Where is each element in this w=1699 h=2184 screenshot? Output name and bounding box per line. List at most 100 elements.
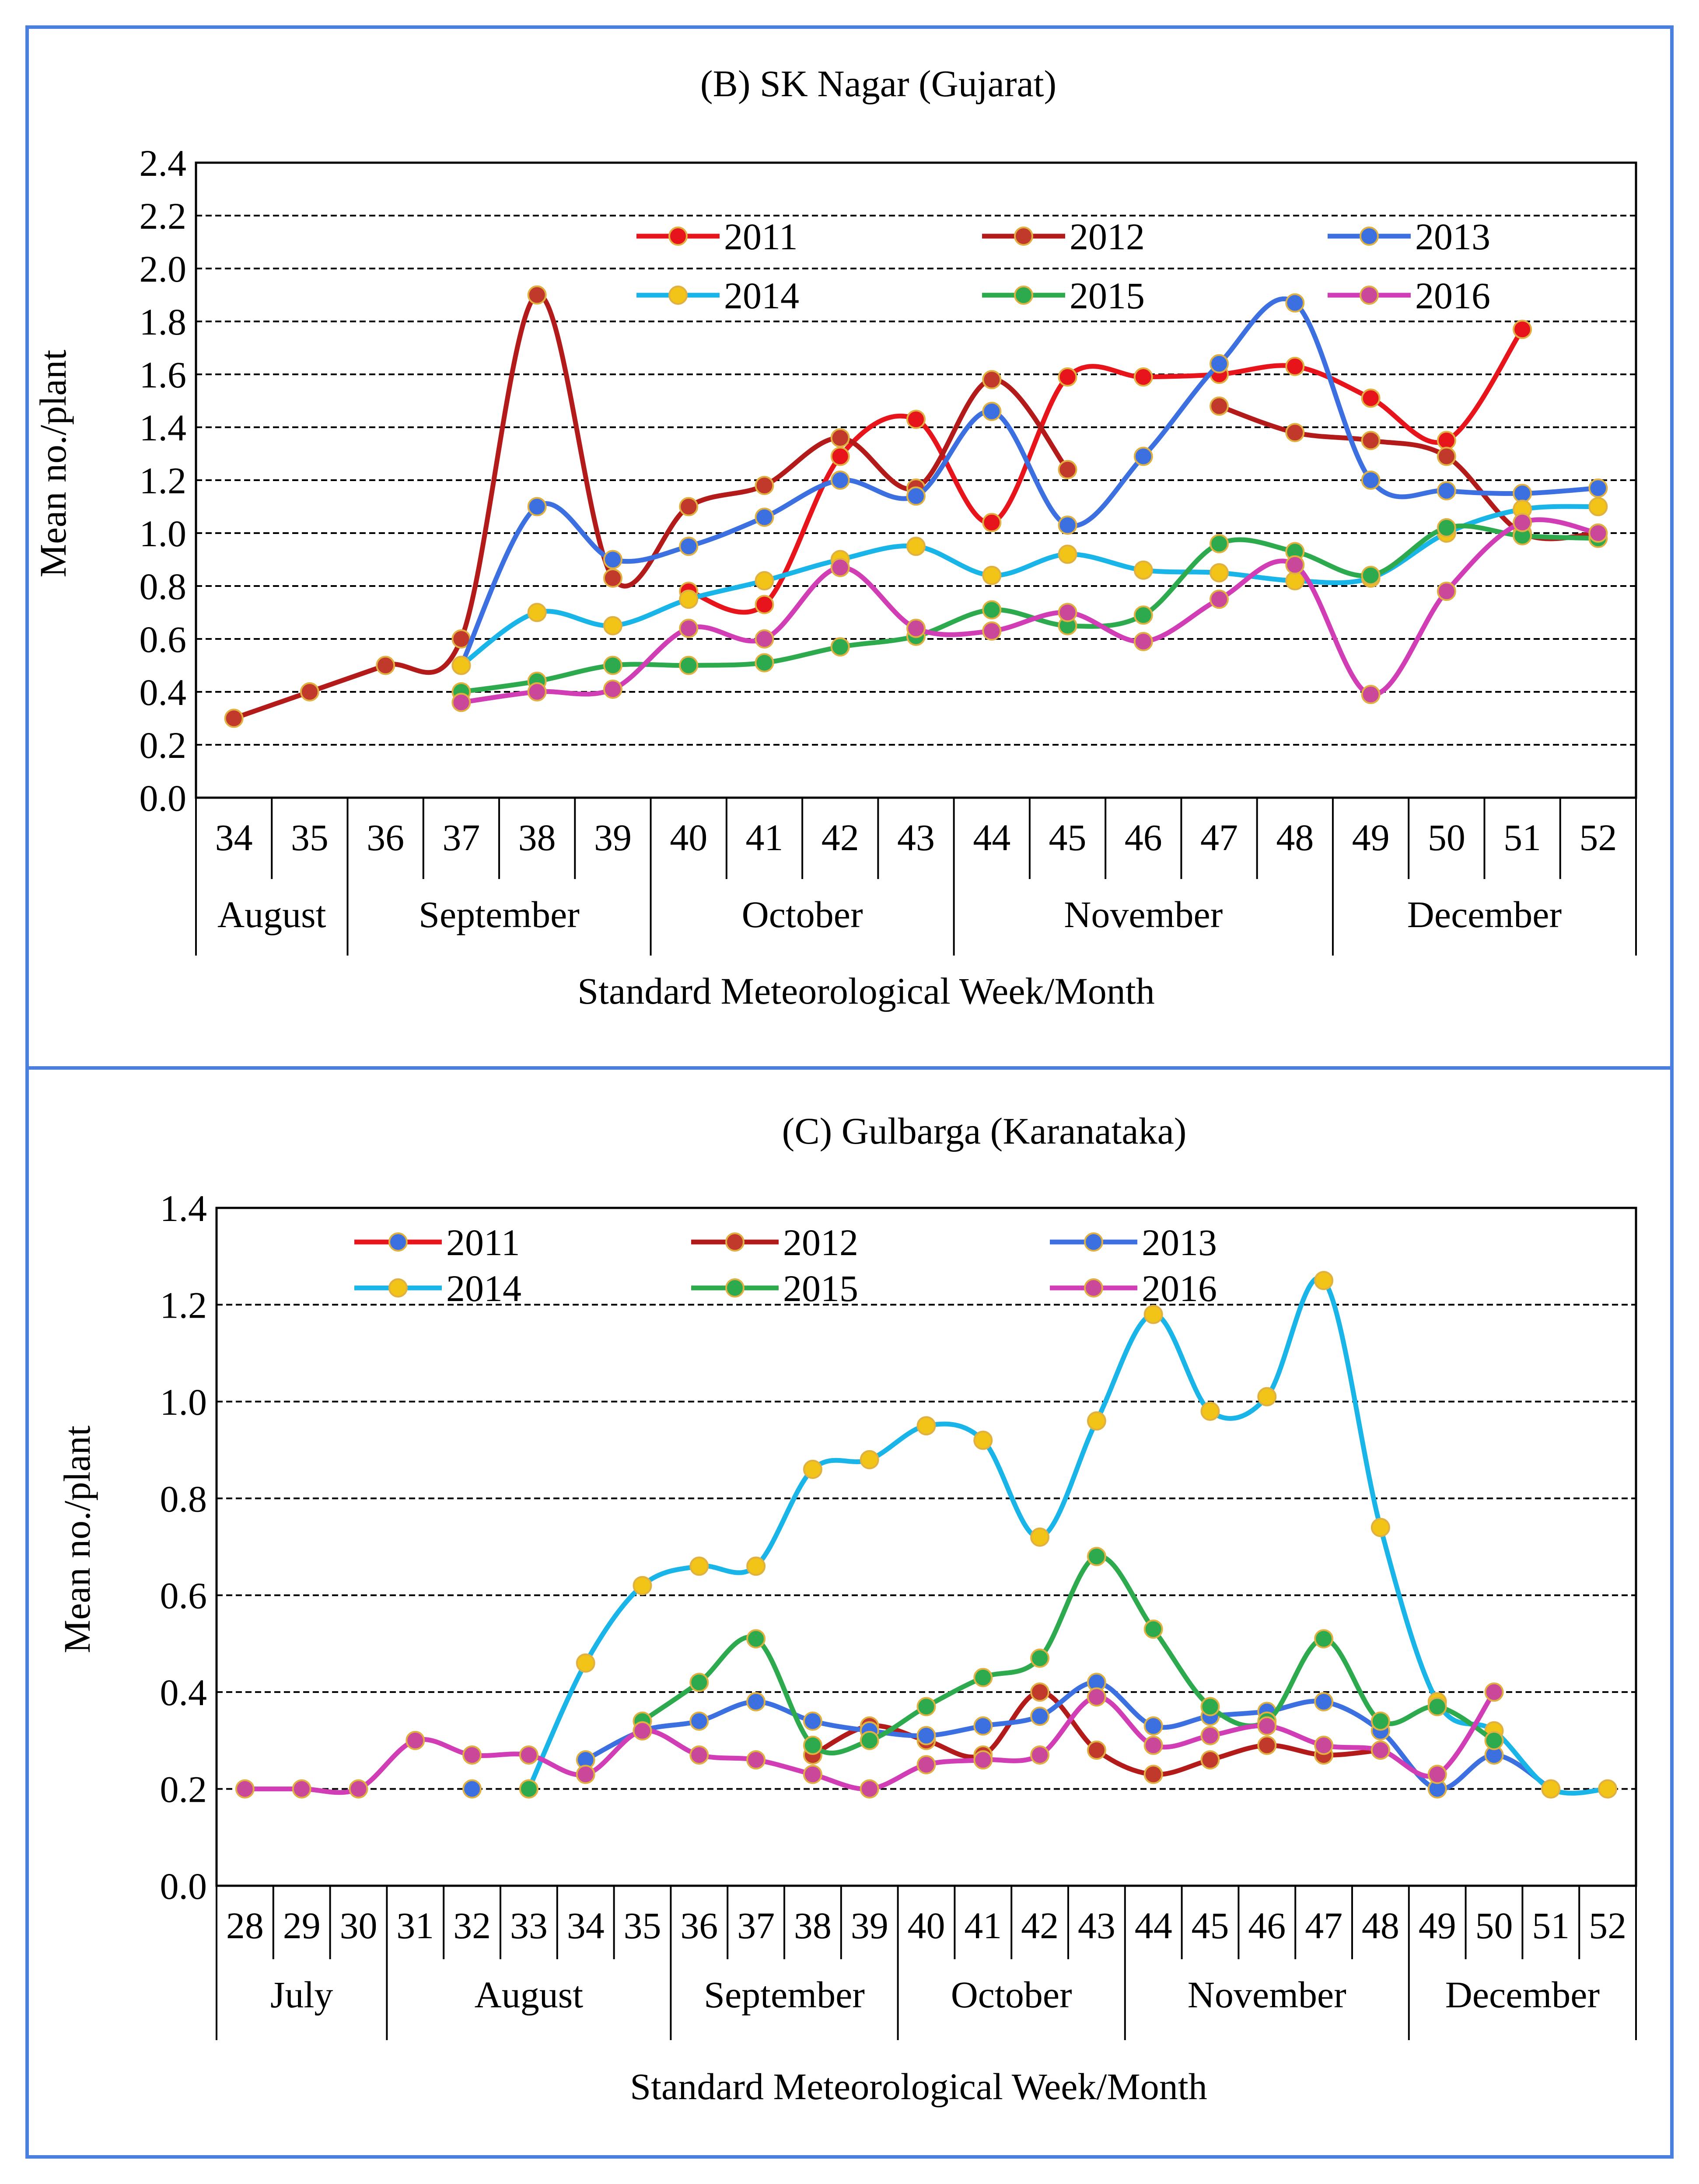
x-tick-label: 41 xyxy=(964,1905,1002,1947)
data-point xyxy=(830,428,850,448)
x-tick-label: 50 xyxy=(1475,1905,1513,1947)
y-tick-label: 2.4 xyxy=(140,142,187,184)
month-label: November xyxy=(1188,1974,1346,2016)
data-point xyxy=(1513,513,1532,532)
series-line xyxy=(583,1680,1553,1792)
data-point xyxy=(916,1416,936,1436)
series-2014 xyxy=(451,497,1608,675)
data-point xyxy=(1210,534,1229,554)
data-point xyxy=(803,1459,822,1479)
data-point xyxy=(1030,1745,1050,1765)
series-lines xyxy=(224,285,1608,728)
data-point xyxy=(916,1726,936,1745)
legend-marker xyxy=(1360,227,1379,246)
data-point xyxy=(755,507,774,527)
x-tick-label: 52 xyxy=(1589,1905,1626,1947)
series-line xyxy=(458,517,1601,705)
data-point xyxy=(603,568,622,588)
data-point xyxy=(973,1716,993,1736)
data-point xyxy=(527,603,547,622)
data-point xyxy=(633,1576,652,1595)
data-point xyxy=(755,595,774,614)
data-point xyxy=(1484,1730,1504,1750)
legend-marker xyxy=(668,227,688,246)
legend-marker xyxy=(1360,286,1379,305)
data-point xyxy=(803,1711,822,1731)
data-point xyxy=(746,1750,766,1770)
data-point xyxy=(1210,354,1229,373)
data-point xyxy=(1285,293,1305,313)
data-point xyxy=(1427,1697,1447,1716)
data-point xyxy=(1257,1735,1277,1755)
series-line xyxy=(640,1554,1496,1755)
data-point xyxy=(916,1755,936,1775)
data-point xyxy=(1030,1706,1050,1726)
legend-marker xyxy=(1014,286,1033,305)
data-point xyxy=(1133,560,1153,580)
x-tick-label: 36 xyxy=(367,816,404,858)
data-point xyxy=(1087,1411,1106,1431)
data-point xyxy=(349,1779,368,1799)
x-tick-label: 32 xyxy=(453,1905,491,1947)
data-point xyxy=(755,571,774,590)
legend-label: 2015 xyxy=(1070,275,1145,317)
legend-item-2012: 2012 xyxy=(691,1221,858,1263)
plot-area xyxy=(215,1207,1637,1887)
data-point xyxy=(906,618,926,638)
data-point xyxy=(982,621,1002,641)
data-point xyxy=(982,600,1002,620)
data-point xyxy=(803,1765,822,1784)
data-point xyxy=(1361,471,1381,490)
legend-label: 2016 xyxy=(1142,1267,1217,1309)
legend-label: 2012 xyxy=(783,1221,858,1263)
y-tick-label: 0.6 xyxy=(140,618,187,660)
series-line xyxy=(686,327,1525,615)
data-point xyxy=(1285,423,1305,443)
legend-item-2015: 2015 xyxy=(982,275,1145,317)
data-point xyxy=(1285,555,1305,575)
data-point xyxy=(1058,603,1077,622)
y-tick-label: 0.8 xyxy=(140,565,187,607)
x-tick-label: 51 xyxy=(1503,816,1541,858)
data-point xyxy=(519,1745,538,1765)
x-tick-label: 35 xyxy=(291,816,329,858)
data-point xyxy=(982,370,1002,390)
data-point xyxy=(1588,478,1608,498)
y-tick-label: 0.8 xyxy=(160,1478,207,1520)
legend-marker xyxy=(1084,1232,1103,1252)
month-label: October xyxy=(742,893,863,935)
month-label: December xyxy=(1407,893,1562,935)
x-tick-label: 46 xyxy=(1248,1905,1286,1947)
data-point xyxy=(860,1730,879,1750)
x-tick-label: 42 xyxy=(822,816,859,858)
data-point xyxy=(462,1745,482,1765)
data-point xyxy=(1437,518,1456,537)
x-tick-label: 34 xyxy=(567,1905,605,1947)
data-point xyxy=(1285,571,1305,590)
data-point xyxy=(679,537,699,556)
x-tick-labels: 28 29 30 31 32 33 34 35 36 37 38 39 40 41 42 43 44 45 46 47… xyxy=(226,1905,1626,1947)
data-point xyxy=(1437,447,1456,466)
data-point xyxy=(603,616,622,635)
y-tick-label: 0.0 xyxy=(160,1865,207,1907)
data-point xyxy=(1058,367,1077,387)
series-2013 xyxy=(451,293,1608,675)
x-tick-label: 47 xyxy=(1200,816,1238,858)
data-point xyxy=(1370,1711,1390,1731)
data-point xyxy=(1257,1716,1277,1736)
data-point xyxy=(1210,396,1229,416)
data-point xyxy=(1030,1648,1050,1668)
data-point xyxy=(1437,582,1456,601)
data-point xyxy=(1437,431,1456,450)
data-point xyxy=(1210,563,1229,583)
month-labels: August September October November December xyxy=(217,893,1562,935)
legend-label: 2014 xyxy=(724,275,799,317)
y-tick-label: 1.0 xyxy=(140,513,187,555)
x-tick-label: 44 xyxy=(973,816,1010,858)
y-tick-label: 1.2 xyxy=(140,460,187,502)
data-point xyxy=(1314,1692,1334,1712)
data-point xyxy=(1314,1271,1334,1291)
month-label: December xyxy=(1445,1974,1600,2016)
y-axis-label: Mean no./plant xyxy=(56,1426,98,1654)
